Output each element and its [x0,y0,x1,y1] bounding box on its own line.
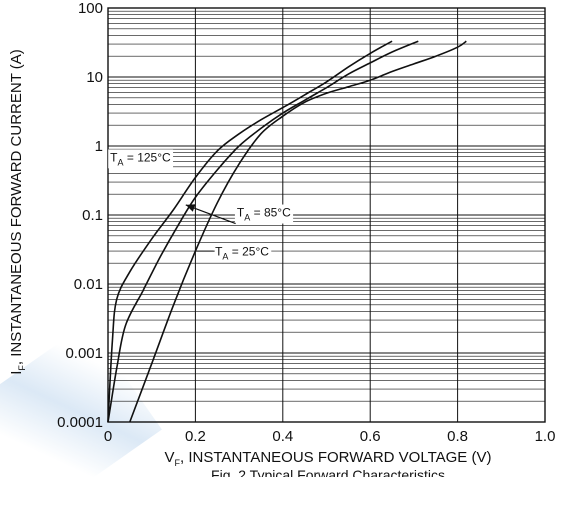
y-tick-label: 0.001 [65,345,103,362]
y-axis-title: IF, INSTANTANEOUS FORWARD CURRENT (A) [8,49,27,375]
x-tick-label: 0.8 [447,428,468,445]
series-line-3 [129,40,467,423]
annotations: TA = 125°C TA = 85°C TA = 25°C [108,149,294,263]
y-tick-label: 0.1 [82,207,103,224]
x-tick-label: 0.4 [272,428,293,445]
y-tick-label: 0.01 [74,276,103,293]
tick-labels: 0 0.2 0.4 0.6 0.8 1.0 0.0001 0.001 0.01 0.1 1 10 100 [57,0,555,445]
svg-text:TA = 85°C: TA = 85°C [237,206,291,223]
forward-characteristics-chart: TA = 125°CTA = 85°CTA = 25°C 0 0.2 0.4 0.6 0… [8,0,555,477]
series-line-1 [107,40,393,423]
y-tick-label: 100 [78,0,103,17]
y-tick-label: 1 [95,138,103,155]
x-tick-label: 0 [104,428,112,445]
arrow-head [185,204,196,212]
svg-text:TA = 25°C: TA = 25°C [215,244,269,261]
plot-frame [107,7,546,423]
x-tick-label: 0.2 [185,428,206,445]
x-tick-label: 1.0 [535,428,556,445]
svg-text:TA = 125°C: TA = 125°C [110,150,171,167]
y-tick-label: 0.0001 [57,414,103,431]
y-tick-label: 10 [86,69,103,86]
x-axis-title: VF, INSTANTANEOUS FORWARD VOLTAGE (V) [165,449,492,468]
series-line-2 [107,40,419,423]
curve-annotation-3: TA = 25°C [213,243,272,263]
curve-annotation-1: TA = 125°C [108,149,174,169]
x-tick-label: 0.6 [360,428,381,445]
grid [107,8,546,423]
curves [107,40,467,423]
curve-annotation-2: TA = 85°C [234,204,294,224]
figure-caption: Fig. 2 Typical Forward Characteristics [211,467,445,477]
